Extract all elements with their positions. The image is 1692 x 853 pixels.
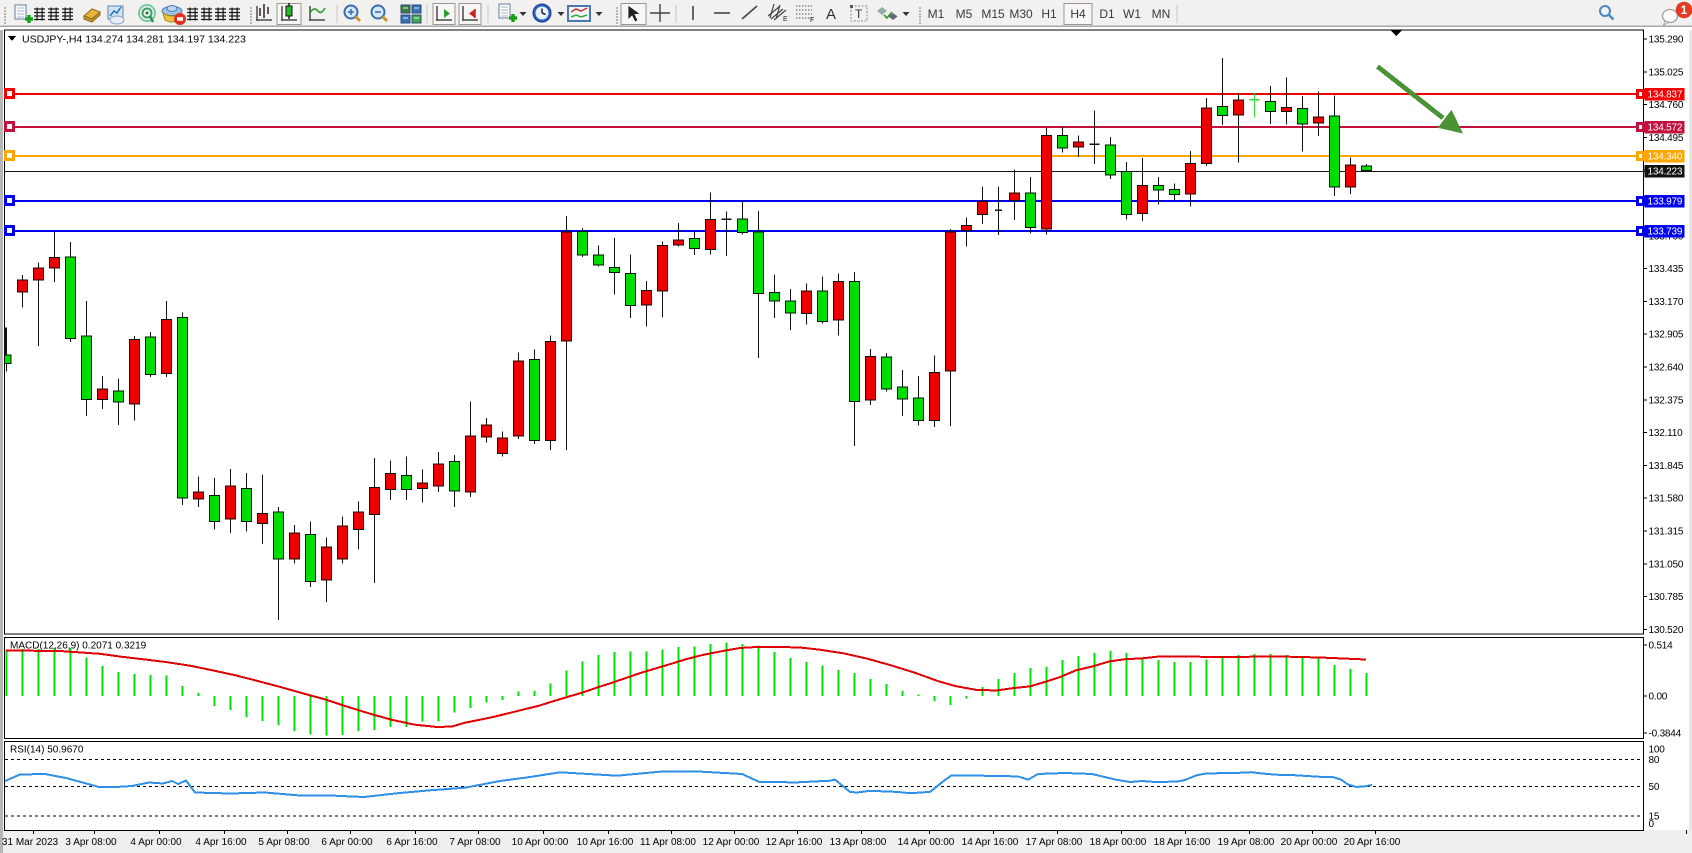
svg-text:6 Apr 16:00: 6 Apr 16:00 [386, 837, 438, 848]
svg-text:133.435: 133.435 [1649, 264, 1684, 275]
svg-text:10 Apr 00:00: 10 Apr 00:00 [512, 837, 569, 848]
svg-text:134.223: 134.223 [1648, 167, 1683, 178]
svg-text:MN: MN [1152, 7, 1171, 21]
svg-text:132.375: 132.375 [1649, 395, 1684, 406]
svg-text:17 Apr 08:00: 17 Apr 08:00 [1026, 837, 1083, 848]
svg-text:135.290: 135.290 [1649, 35, 1684, 46]
svg-text:11 Apr 08:00: 11 Apr 08:00 [640, 837, 696, 848]
svg-text:130.785: 130.785 [1649, 592, 1684, 603]
svg-text:F: F [810, 17, 814, 24]
svg-text:133.739: 133.739 [1648, 227, 1683, 238]
svg-text:100: 100 [1649, 745, 1666, 756]
svg-text:15: 15 [1649, 812, 1660, 823]
svg-text:0.514: 0.514 [1649, 641, 1674, 652]
svg-text:18 Apr 16:00: 18 Apr 16:00 [1154, 837, 1211, 848]
svg-text:134.495: 134.495 [1649, 133, 1684, 144]
svg-text:0: 0 [1649, 819, 1655, 830]
svg-text:3 Apr 08:00: 3 Apr 08:00 [65, 837, 117, 848]
svg-text:131.845: 131.845 [1649, 461, 1684, 472]
svg-text:USDJPY-,H4 134.274 134.281 13: USDJPY-,H4 134.274 134.281 134.197 134.2… [22, 34, 246, 46]
svg-text:131.050: 131.050 [1649, 559, 1684, 570]
svg-text:MACD(12,26,9) 0.2071 0.3219: MACD(12,26,9) 0.2071 0.3219 [10, 641, 147, 652]
svg-text:10 Apr 16:00: 10 Apr 16:00 [577, 837, 634, 848]
svg-text:133.979: 133.979 [1648, 197, 1683, 208]
svg-text:80: 80 [1649, 755, 1660, 766]
svg-text:134.837: 134.837 [1648, 90, 1683, 101]
svg-text:130.520: 130.520 [1649, 625, 1684, 636]
svg-text:132.905: 132.905 [1649, 330, 1684, 341]
svg-text:M30: M30 [1009, 7, 1033, 21]
svg-text:134.760: 134.760 [1649, 100, 1684, 111]
svg-text:RSI(14) 50.9670: RSI(14) 50.9670 [10, 745, 84, 756]
svg-text:50: 50 [1649, 782, 1660, 793]
svg-text:A: A [826, 6, 836, 23]
svg-text:H4: H4 [1070, 7, 1086, 21]
svg-text:131.580: 131.580 [1649, 494, 1684, 505]
svg-text:20 Apr 00:00: 20 Apr 00:00 [1281, 837, 1338, 848]
svg-text:20 Apr 16:00: 20 Apr 16:00 [1344, 837, 1401, 848]
svg-text:134.340: 134.340 [1648, 152, 1683, 163]
svg-text:1: 1 [1681, 5, 1688, 17]
svg-text:14 Apr 16:00: 14 Apr 16:00 [962, 837, 1019, 848]
svg-text:134.572: 134.572 [1648, 123, 1683, 134]
svg-text:135.025: 135.025 [1649, 67, 1684, 78]
svg-text:131.315: 131.315 [1649, 527, 1684, 538]
svg-text:12 Apr 16:00: 12 Apr 16:00 [766, 837, 823, 848]
svg-text:133.170: 133.170 [1649, 297, 1684, 308]
svg-text:132.640: 132.640 [1649, 363, 1684, 374]
svg-text:5 Apr 08:00: 5 Apr 08:00 [258, 837, 310, 848]
svg-text:D1: D1 [1099, 7, 1115, 21]
svg-text:M15: M15 [981, 7, 1005, 21]
svg-text:13 Apr 08:00: 13 Apr 08:00 [830, 837, 887, 848]
svg-text:M5: M5 [956, 7, 973, 21]
svg-text:E: E [783, 16, 788, 23]
svg-text:31 Mar 2023: 31 Mar 2023 [2, 837, 59, 848]
svg-text:132.110: 132.110 [1649, 428, 1684, 439]
svg-text:4 Apr 16:00: 4 Apr 16:00 [195, 837, 247, 848]
svg-text:0.00: 0.00 [1649, 692, 1668, 703]
svg-text:4 Apr 00:00: 4 Apr 00:00 [130, 837, 182, 848]
svg-text:W1: W1 [1123, 7, 1141, 21]
svg-text:6 Apr 00:00: 6 Apr 00:00 [321, 837, 373, 848]
svg-text:M1: M1 [928, 7, 945, 21]
svg-text:H1: H1 [1041, 7, 1057, 21]
svg-text:T: T [855, 7, 863, 21]
svg-text:12 Apr 00:00: 12 Apr 00:00 [703, 837, 760, 848]
svg-text:-0.3844: -0.3844 [1649, 728, 1682, 739]
svg-text:7 Apr 08:00: 7 Apr 08:00 [449, 837, 501, 848]
svg-text:18 Apr 00:00: 18 Apr 00:00 [1090, 837, 1147, 848]
svg-text:14 Apr 00:00: 14 Apr 00:00 [898, 837, 955, 848]
svg-text:19 Apr 08:00: 19 Apr 08:00 [1218, 837, 1275, 848]
